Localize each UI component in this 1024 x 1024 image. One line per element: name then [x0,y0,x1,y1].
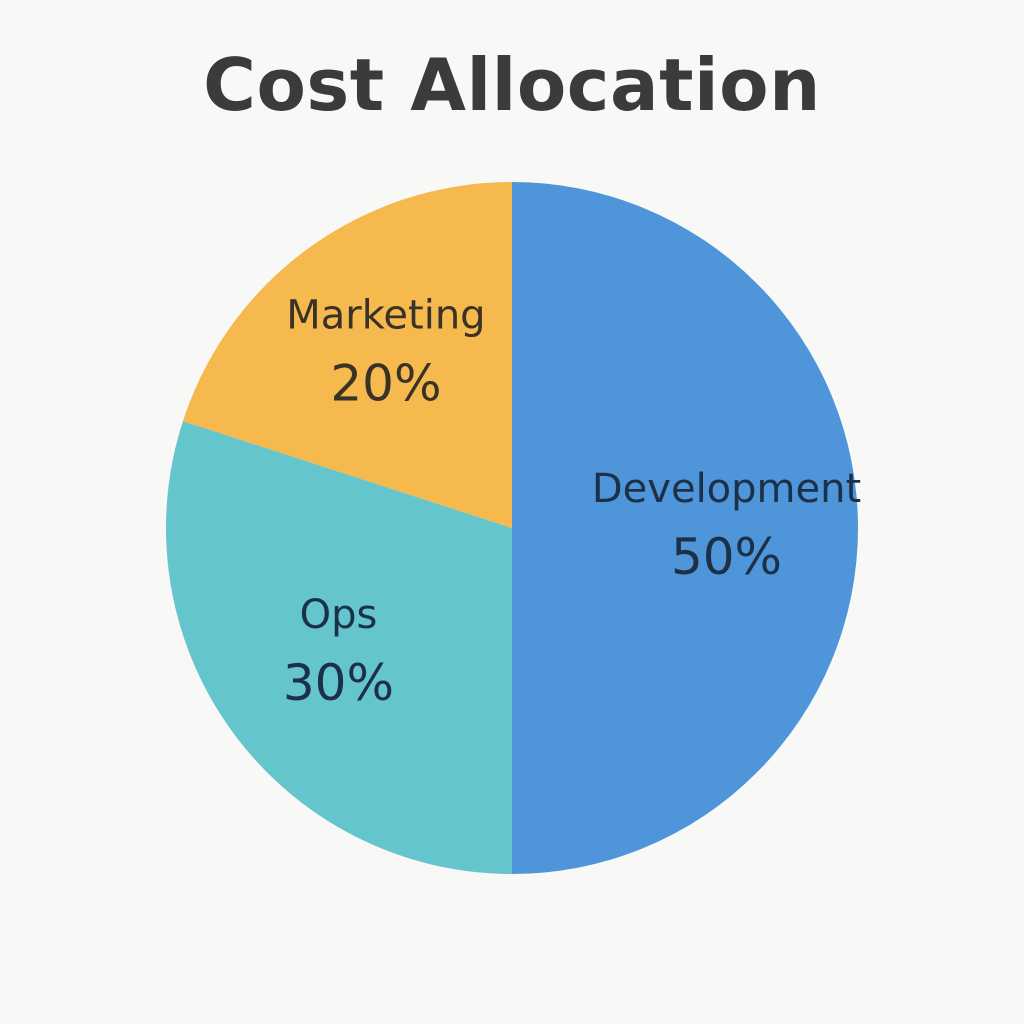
slice-label-marketing: Marketing [286,292,485,338]
slice-value-ops: 30% [283,654,394,712]
slice-value-development: 50% [671,528,782,586]
pie-slice-marketing [182,181,512,529]
chart-title: Cost Allocation [203,43,821,127]
pie-slice-development [512,182,858,874]
slice-label-ops: Ops [300,592,378,638]
slice-label-development: Development [592,466,861,512]
pie-labels: Development 50% Ops 30% Marketing 20% [283,292,861,712]
slice-value-marketing: 20% [330,354,441,412]
pie-slices [165,181,858,874]
pie-slice-ops [165,421,513,874]
